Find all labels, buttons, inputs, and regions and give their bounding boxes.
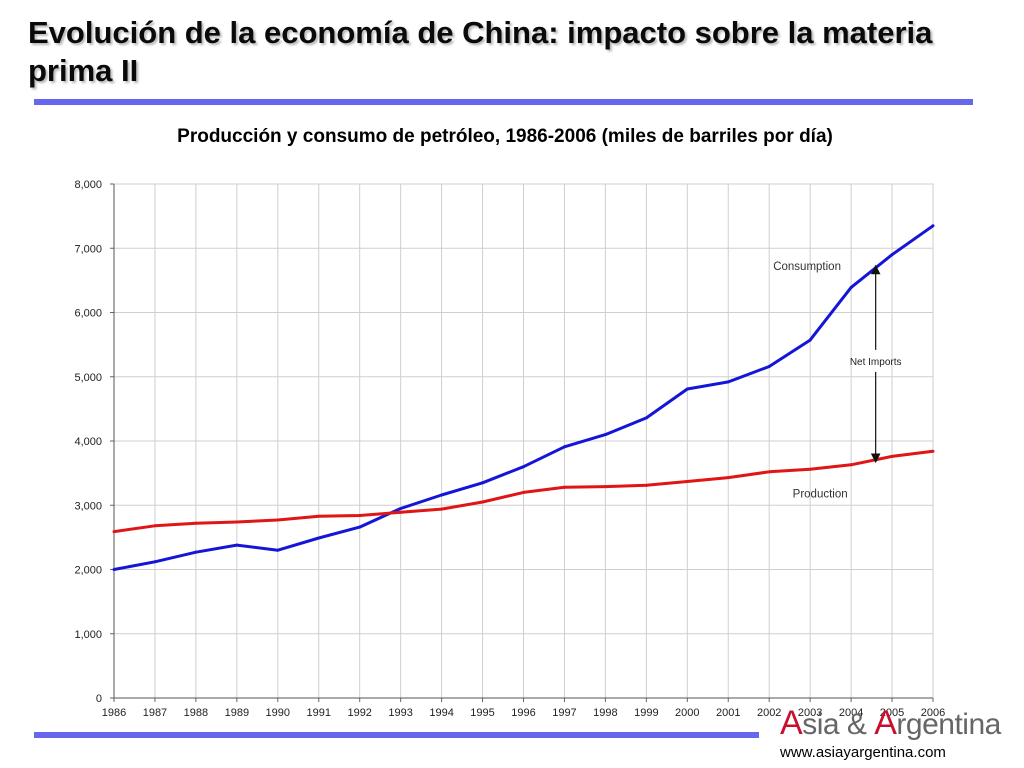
x-tick-label: 1989 <box>225 707 249 719</box>
annotation-net-imports: Net Imports <box>850 357 902 368</box>
x-tick-label: 1988 <box>184 707 208 719</box>
consumption-point <box>849 285 853 289</box>
production-point <box>562 485 566 489</box>
x-tick-label: 2001 <box>716 707 740 719</box>
x-tick-label: 2006 <box>921 707 945 719</box>
title-underline <box>34 99 973 105</box>
x-tick-label: 1991 <box>307 707 331 719</box>
x-tick-label: 1999 <box>634 707 658 719</box>
production-point <box>890 454 894 458</box>
consumption-point <box>153 560 157 564</box>
logo-text-asia: sia & <box>802 708 875 741</box>
y-axis: 0 1,000 2,000 3,000 4,000 5,000 6,000 7,000 8,00… <box>74 179 115 705</box>
production-point <box>481 500 485 504</box>
consumption-point <box>808 338 812 342</box>
x-tick-label: 1987 <box>143 707 167 719</box>
consumption-point <box>112 568 116 571</box>
website-url: www.asiayargentina.com <box>780 744 946 761</box>
production-point <box>849 463 853 467</box>
x-tick-label: 1994 <box>429 707 453 719</box>
production-point <box>276 518 280 522</box>
production-point <box>440 507 444 511</box>
production-point <box>194 521 198 525</box>
y-tick-label: 3,000 <box>74 500 102 512</box>
chart-labels: Consumption Production Net Imports <box>773 261 901 501</box>
x-tick-label: 2005 <box>880 707 904 719</box>
y-tick-label: 4,000 <box>74 436 102 448</box>
logo-letter-a2: A <box>874 704 897 742</box>
y-tick-label: 2,000 <box>74 565 102 577</box>
x-tick-label: 2003 <box>798 707 822 719</box>
production-point <box>644 483 648 487</box>
consumption-point <box>767 364 771 368</box>
production-point <box>153 524 157 528</box>
x-tick-label: 2002 <box>757 707 781 719</box>
consumption-point <box>522 465 525 469</box>
production-point <box>399 510 403 514</box>
logo-letter-a: A <box>780 704 803 742</box>
consumption-point <box>685 387 689 391</box>
consumption-point <box>399 506 403 510</box>
x-tick-label: 2004 <box>839 707 863 719</box>
production-point <box>726 476 730 480</box>
x-tick-label: 1992 <box>347 707 371 719</box>
consumption-point <box>194 550 198 554</box>
y-tick-label: 7,000 <box>74 243 102 255</box>
x-axis: 1986 1987 1988 1989 1990 1991 1992 1993 1994 1995… <box>102 697 945 719</box>
consumption-point <box>481 481 485 485</box>
logo-text-rgentina: rgentina <box>896 708 1001 741</box>
x-tick-label: 1996 <box>511 707 535 719</box>
slide-title: Evolución de la economía de China: impac… <box>28 15 933 88</box>
consumption-point <box>890 253 894 257</box>
footer-rule <box>34 732 759 738</box>
x-tick-label: 1997 <box>552 707 576 719</box>
series-label-consumption: Consumption <box>773 261 841 273</box>
production-point <box>808 467 812 471</box>
chart-series <box>112 224 935 571</box>
production-point <box>522 490 525 494</box>
consumption-point <box>276 548 280 552</box>
y-tick-label: 5,000 <box>74 372 102 384</box>
x-tick-label: 1998 <box>593 707 617 719</box>
production-point <box>685 479 689 483</box>
x-tick-label: 1990 <box>266 707 290 719</box>
y-tick-label: 8,000 <box>74 179 102 191</box>
y-tick-label: 1,000 <box>74 629 102 641</box>
consumption-point <box>562 445 566 449</box>
production-point <box>931 449 935 453</box>
production-point <box>235 520 239 524</box>
production-point <box>767 470 771 474</box>
consumption-point <box>726 380 730 384</box>
chart-subtitle: Producción y consumo de petróleo, 1986-2… <box>177 126 833 147</box>
y-tick-label: 0 <box>96 693 102 705</box>
y-tick-label: 6,000 <box>74 308 102 320</box>
x-tick-label: 1993 <box>388 707 412 719</box>
consumption-point <box>603 433 607 437</box>
series-label-production: Production <box>793 488 848 500</box>
consumption-point <box>644 416 648 420</box>
x-tick-label: 2000 <box>675 707 699 719</box>
consumption-point <box>931 224 935 228</box>
production-point <box>603 485 607 489</box>
x-tick-label: 1995 <box>470 707 494 719</box>
x-tick-label: 1986 <box>102 707 126 719</box>
consumption-point <box>440 493 444 497</box>
production-point <box>112 530 116 534</box>
production-point <box>317 514 321 518</box>
consumption-point <box>358 525 362 529</box>
consumption-point <box>235 543 239 547</box>
asia-argentina-logo: Asia & Argentina <box>780 704 1001 743</box>
production-point <box>358 514 362 518</box>
consumption-point <box>317 536 321 540</box>
